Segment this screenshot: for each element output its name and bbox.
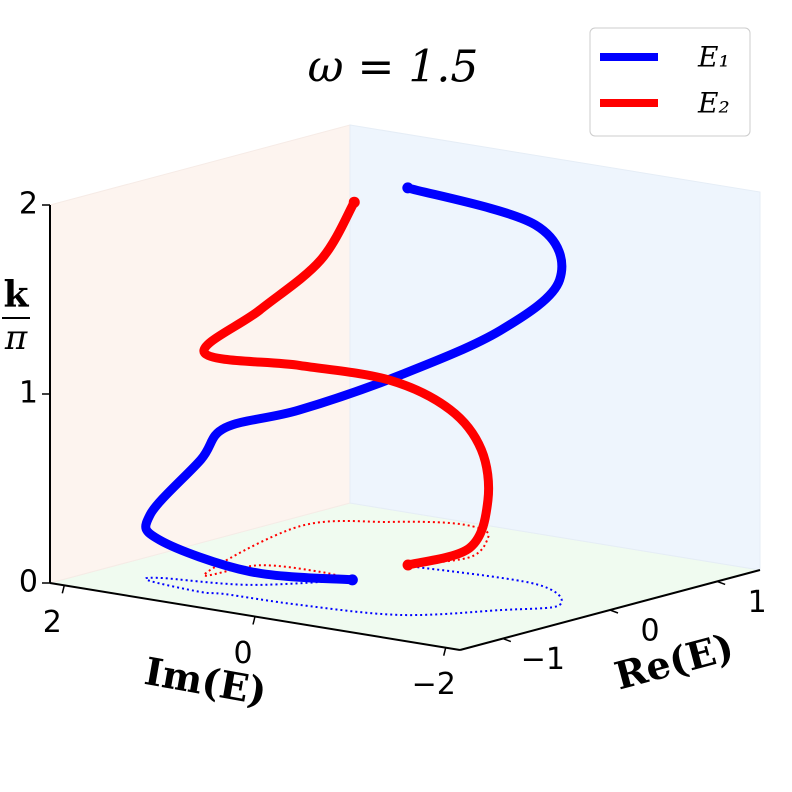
z-tick-label: 2	[19, 187, 38, 222]
legend-label: E₂	[697, 87, 730, 120]
x-axis-label: Re(E)	[610, 624, 738, 699]
z-tick-label: 0	[19, 565, 38, 600]
endpoint	[348, 196, 360, 208]
endpoint	[346, 574, 358, 586]
y-tick-label: −2	[412, 667, 456, 702]
z-axis-label-denominator: π	[4, 318, 28, 358]
y-tick	[252, 616, 256, 625]
y-tick-label: 0	[233, 636, 252, 671]
back-pane	[349, 124, 761, 571]
z-axis-label-numerator: k	[4, 274, 30, 316]
endpoint	[402, 182, 414, 194]
x-tick	[609, 609, 619, 614]
z-tick-label: 1	[19, 376, 38, 411]
x-tick	[716, 580, 726, 586]
endpoint	[402, 559, 414, 571]
x-tick-label: 1	[748, 585, 767, 620]
legend: E₁ E₂	[589, 27, 751, 137]
y-tick	[61, 585, 66, 594]
y-tick-label: 2	[43, 605, 62, 640]
chart-title: ω = 1.5	[308, 42, 479, 93]
x-tick-label: −1	[521, 642, 565, 677]
floor-projection	[144, 564, 563, 617]
y-tick	[442, 647, 447, 656]
floor-projection	[203, 519, 490, 582]
x-tick	[502, 637, 512, 643]
legend-label: E₁	[697, 41, 730, 74]
x-tick-label: 0	[640, 614, 659, 649]
curve	[141, 183, 567, 585]
curve	[199, 197, 494, 570]
